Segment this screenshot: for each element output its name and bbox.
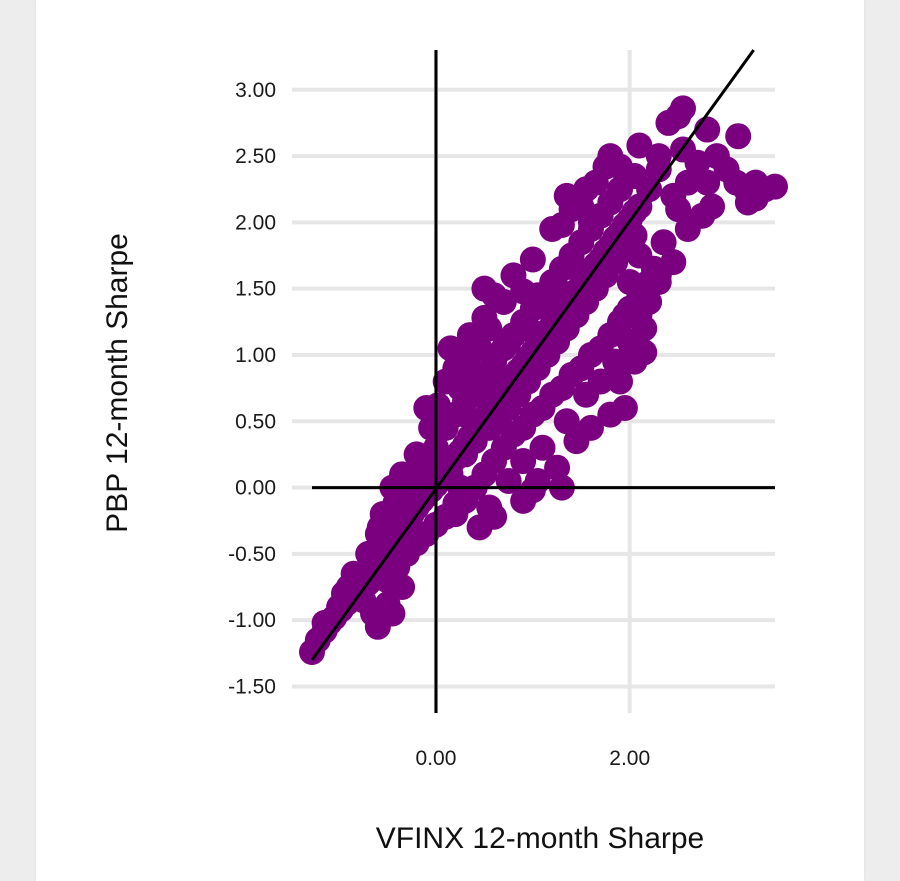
scatter-point [636,288,663,315]
scatter-point [645,156,672,183]
scatter-point [563,428,590,455]
scatter-point [466,381,493,408]
scatter-point [626,132,653,159]
scatter-point [674,216,701,243]
y-tick-label: -1.50 [228,675,276,698]
scatter-point [650,229,677,256]
scatter-point [403,441,430,468]
scatter-points [299,95,788,666]
scatter-point [437,335,464,362]
scatter-point [515,315,542,342]
scatter-point [694,116,721,143]
y-axis-title: PBP 12-month Sharpe [101,233,134,533]
scatter-point [529,434,556,461]
scatter-point [582,169,609,196]
x-axis-ticks: 0.00 2.00 [416,747,651,770]
scatter-point [456,355,483,382]
scatter-point [621,222,648,249]
scatter-point [544,275,571,302]
scatter-point [607,368,634,395]
scatter-point [553,408,580,435]
scatter-point [519,246,546,273]
scatter-point [360,554,387,581]
scatter-point [452,401,479,428]
scatter-point [379,600,406,627]
scatter-point [568,193,595,220]
x-axis-title: VFINX 12-month Sharpe [376,822,705,855]
x-tick-label: 2.00 [609,747,650,770]
scatter-point [466,335,493,362]
scatter-point [616,269,643,296]
reference-lines [310,49,775,713]
scatter-point [418,414,445,441]
scatter-point [544,454,571,481]
scatter-point [398,487,425,514]
y-tick-label: -1.00 [228,609,276,632]
scatter-point [734,189,761,216]
scatter-point [636,176,663,203]
y-tick-label: 0.00 [235,477,276,500]
scatter-point [466,514,493,541]
y-tick-label: 1.50 [235,278,276,301]
diagonal-reference-line [310,49,755,661]
scatter-point [762,173,788,200]
scatter-point [476,494,503,521]
y-axis-ticks: 3.00 2.50 2.00 1.50 1.00 0.50 0.00 -0.50 -1.00 -1… [228,79,276,699]
scatter-point [725,123,752,150]
scatter-point [490,288,517,315]
scatter-point [563,255,590,282]
scatter-point [413,395,440,422]
scatter-point [669,95,696,122]
scatter-point [510,278,537,305]
scatter-point [534,295,561,322]
scatter-point [607,153,634,180]
x-tick-label: 0.00 [416,747,457,770]
y-tick-label: 0.50 [235,410,276,433]
y-tick-label: -0.50 [228,543,276,566]
scatter-point [510,487,537,514]
scatter-point [602,348,629,375]
scatter-point [674,169,701,196]
scatter-point [621,348,648,375]
scatter-point [510,448,537,475]
scatter-point [485,368,512,395]
y-tick-label: 1.00 [235,344,276,367]
scatter-point [665,196,692,223]
scatter-point [495,328,522,355]
scatter-point [597,401,624,428]
scatter-point [366,514,393,541]
scatter-point [432,368,459,395]
y-tick-label: 3.00 [235,79,276,102]
scatter-point [645,269,672,296]
y-tick-label: 2.00 [235,211,276,234]
y-tick-label: 2.50 [235,145,276,168]
scatter-point [587,368,614,395]
scatter-point [694,169,721,196]
scatter-point [616,328,643,355]
scatter-point [539,216,566,243]
scatter-point [471,275,498,302]
